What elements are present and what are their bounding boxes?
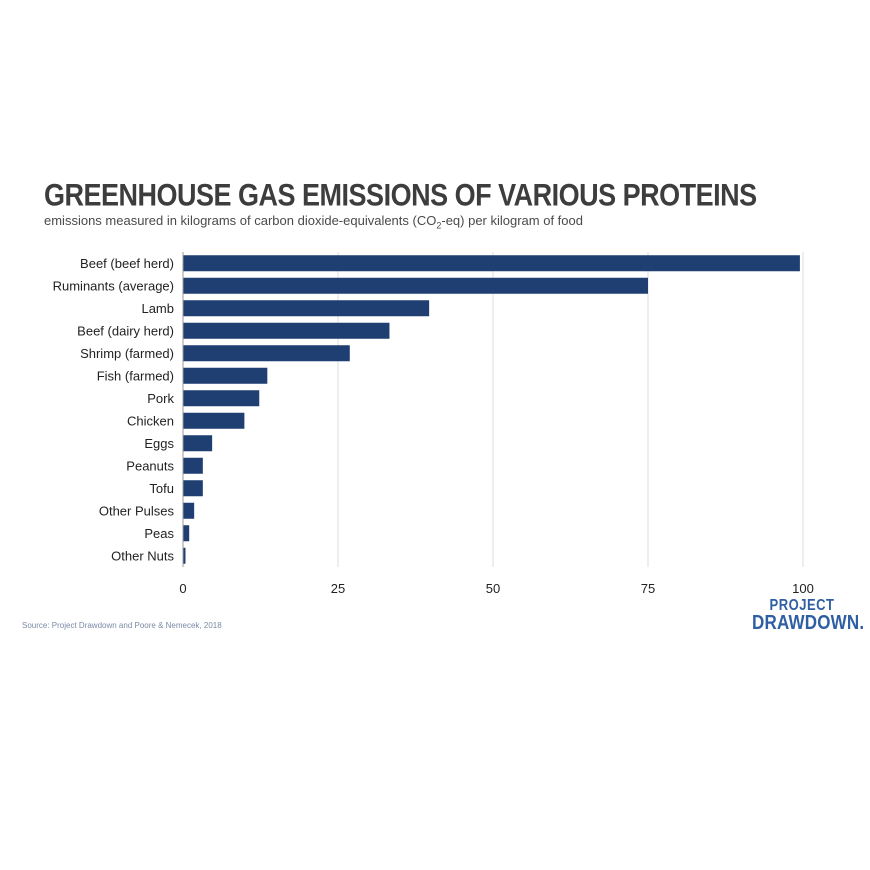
subtitle-text-end: -eq) per kilogram of food xyxy=(441,213,583,228)
bar xyxy=(183,300,430,317)
bar xyxy=(183,277,648,294)
category-label: Beef (beef herd) xyxy=(80,256,174,271)
bar xyxy=(183,390,260,407)
subtitle-subscript: 2 xyxy=(436,220,442,231)
category-label: Pork xyxy=(147,391,174,406)
category-label: Peas xyxy=(144,526,174,541)
bar xyxy=(183,322,390,339)
logo-line-1: PROJECT xyxy=(769,595,835,614)
bar xyxy=(183,435,213,452)
bar xyxy=(183,367,268,384)
category-label: Eggs xyxy=(144,436,174,451)
bar xyxy=(183,547,186,564)
gridlines xyxy=(337,252,804,567)
source-note: Source: Project Drawdown and Poore & Nem… xyxy=(22,621,222,630)
bar xyxy=(183,255,800,272)
category-label: Other Nuts xyxy=(111,548,174,563)
x-tick-label: 75 xyxy=(641,581,655,596)
category-label: Ruminants (average) xyxy=(53,278,174,293)
x-tick-label: 25 xyxy=(331,581,345,596)
x-tick-labels: 0 25 50 75 100 xyxy=(179,581,813,596)
bar xyxy=(183,457,203,474)
category-labels: Beef (beef herd) Ruminants (average) Lamb B… xyxy=(53,256,175,564)
bar xyxy=(183,412,245,429)
category-label: Lamb xyxy=(141,301,174,316)
category-label: Chicken xyxy=(127,413,174,428)
x-tick-label: 0 xyxy=(179,581,186,596)
bar xyxy=(183,525,190,542)
category-label: Tofu xyxy=(149,481,174,496)
x-tick-label: 50 xyxy=(486,581,500,596)
category-label: Other Pulses xyxy=(99,503,175,518)
bars xyxy=(183,255,800,564)
subtitle-text-start: emissions measured in kilograms of carbo… xyxy=(44,213,437,228)
bar xyxy=(183,502,195,519)
chart-subtitle: emissions measured in kilograms of carbo… xyxy=(44,213,583,231)
category-label: Peanuts xyxy=(126,458,174,473)
project-drawdown-logo: PROJECT DRAWDOWN. xyxy=(752,595,865,634)
logo-line-2: DRAWDOWN. xyxy=(752,611,865,634)
bar xyxy=(183,480,203,497)
category-label: Beef (dairy herd) xyxy=(77,323,174,338)
category-label: Shrimp (farmed) xyxy=(80,346,174,361)
bar-chart: Beef (beef herd) Ruminants (average) Lamb B… xyxy=(53,252,814,596)
chart-title: GREENHOUSE GAS EMISSIONS OF VARIOUS PROT… xyxy=(44,178,757,213)
bar xyxy=(183,345,350,362)
x-tick-label: 100 xyxy=(792,581,814,596)
category-label: Fish (farmed) xyxy=(97,368,174,383)
